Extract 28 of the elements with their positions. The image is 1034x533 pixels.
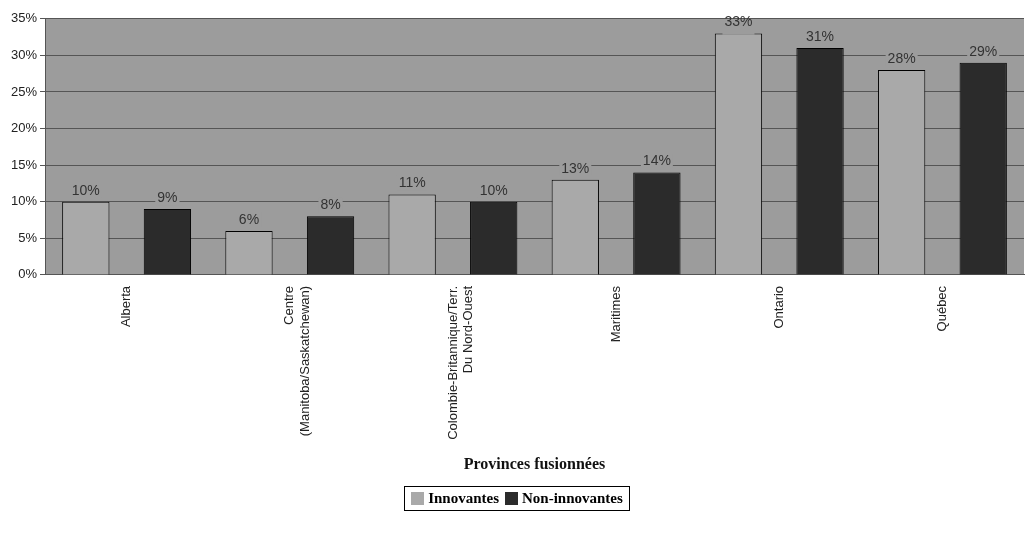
data-label: 13% <box>561 159 590 176</box>
data-label: 10% <box>71 181 100 198</box>
data-label: 29% <box>969 42 998 59</box>
y-tick-label: 0% <box>18 266 38 282</box>
y-tick-label: 20% <box>10 120 38 136</box>
legend-label: Innovantes <box>428 490 499 507</box>
data-label: 14% <box>642 152 671 169</box>
x-tick-label: Maritimes <box>607 285 623 343</box>
y-tick-label: 25% <box>10 83 38 99</box>
y-tick-label: 30% <box>10 46 38 62</box>
x-tick-label: Alberta <box>118 285 134 328</box>
data-label: 28% <box>887 49 916 66</box>
x-tick-label: Québec <box>934 285 949 332</box>
data-label: 31% <box>806 27 835 44</box>
y-tick-label: 15% <box>10 156 38 172</box>
y-tick-label: 10% <box>10 193 38 209</box>
x-tick-label: Colombie-Britannique/Terr. Du Nord-Ouest <box>444 285 476 440</box>
legend-label: Non-innovantes <box>522 490 623 507</box>
data-label: 6% <box>238 210 260 227</box>
y-tick-label: 35% <box>10 10 38 26</box>
x-tick-label: Centre (Manitoba/Saskatchewan) <box>281 285 312 437</box>
x-axis-title: Provinces fusionnées <box>463 454 606 472</box>
y-tick-label: 5% <box>18 229 38 245</box>
data-label: 9% <box>157 188 178 205</box>
x-tick-label: Ontario <box>770 285 786 329</box>
data-label: 8% <box>320 196 341 213</box>
data-label: 11% <box>398 174 426 191</box>
data-label: 10% <box>479 181 508 198</box>
